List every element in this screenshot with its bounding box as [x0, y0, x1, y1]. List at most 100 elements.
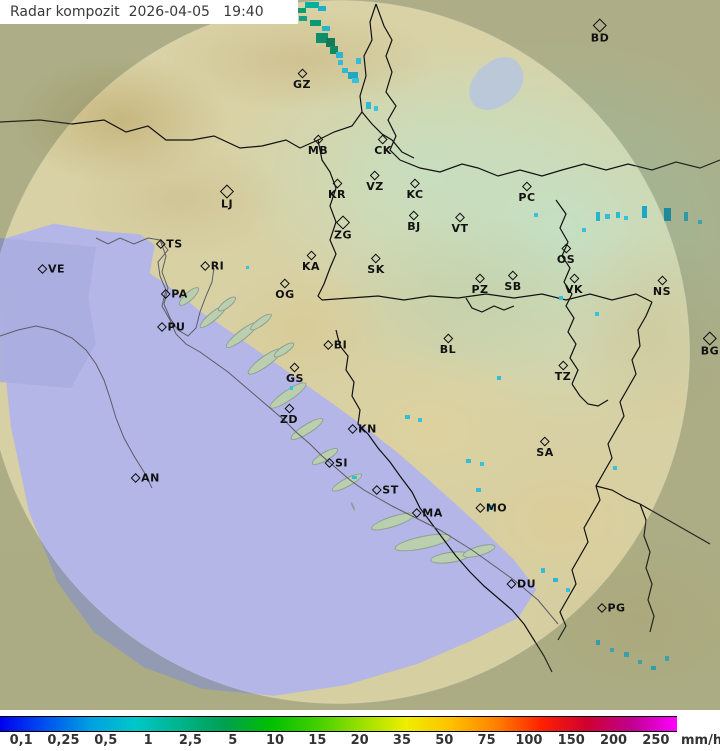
- station-diamond-icon: [284, 403, 294, 414]
- legend-unit-label: mm/h: [681, 733, 720, 748]
- station-diamond-icon: [592, 18, 608, 33]
- city-label: PU: [167, 320, 186, 334]
- station-diamond-icon: [443, 333, 453, 344]
- city-marker-ve: VE: [37, 264, 65, 275]
- station-diamond-icon: [371, 253, 381, 264]
- colorbar-tick: 20: [350, 733, 369, 748]
- city-marker-ts: TS: [155, 237, 183, 251]
- city-label: BI: [333, 338, 348, 352]
- city-marker-mo: MO: [475, 501, 508, 515]
- city-label: KC: [406, 188, 424, 201]
- colorbar-tick: 100: [515, 733, 543, 748]
- city-marker-bl: BL: [440, 333, 456, 355]
- city-marker-sk: SK: [367, 253, 385, 276]
- station-diamond-icon: [657, 275, 667, 286]
- station-diamond-icon: [597, 603, 607, 613]
- colorbar-tick: 35: [392, 733, 412, 748]
- station-diamond-icon: [508, 270, 518, 281]
- station-diamond-icon: [323, 340, 334, 350]
- station-diamond-icon: [702, 331, 718, 346]
- city-label: BG: [700, 344, 720, 358]
- station-diamond-icon: [219, 184, 235, 199]
- city-label: TS: [166, 237, 183, 251]
- city-marker-kr: KR: [328, 178, 346, 201]
- station-diamond-icon: [475, 273, 485, 284]
- title-bar: Radar kompozit 2026-04-05 19:40: [0, 0, 298, 24]
- city-label: TZ: [554, 370, 572, 383]
- city-label: KN: [358, 422, 377, 436]
- colorbar-tick: 0,1: [9, 733, 33, 748]
- colorbar-tick: 0,5: [94, 733, 118, 748]
- city-marker-pg: PG: [597, 601, 626, 615]
- city-label: VT: [451, 222, 469, 235]
- city-marker-si: SI: [324, 456, 349, 470]
- station-diamond-icon: [455, 212, 465, 223]
- city-marker-og: OG: [275, 278, 295, 301]
- colorbar-tick-labels: 0,1 0,25 0,5 1 2,5 5 10 15 20 35 50 75 100 150 200 250: [0, 733, 720, 751]
- station-diamond-icon: [475, 503, 486, 513]
- city-marker-du: DU: [506, 577, 537, 591]
- city-label: PZ: [471, 283, 489, 296]
- city-label: KR: [328, 188, 346, 201]
- city-marker-bg: BG: [700, 331, 720, 358]
- city-label: SI: [334, 456, 349, 470]
- city-label: ZG: [333, 228, 353, 242]
- station-diamond-icon: [335, 215, 351, 230]
- city-label: ZD: [279, 413, 299, 426]
- station-diamond-icon: [561, 243, 571, 254]
- city-label: OG: [275, 288, 295, 301]
- city-marker-gs: GS: [286, 362, 304, 384]
- city-marker-sb: SB: [504, 270, 522, 293]
- rainfall-colorbar: [0, 716, 677, 732]
- city-label: BD: [590, 31, 610, 45]
- colorbar-tick: 50: [435, 733, 454, 748]
- city-label: VK: [564, 283, 584, 296]
- city-marker-an: AN: [130, 473, 160, 484]
- station-diamond-icon: [324, 458, 335, 468]
- city-label: KA: [301, 260, 321, 273]
- city-marker-lj: LJ: [219, 184, 235, 211]
- colorbar-tick: 1: [143, 733, 153, 748]
- city-label: GZ: [292, 78, 312, 91]
- station-diamond-icon: [411, 508, 422, 518]
- city-label: VZ: [366, 180, 384, 193]
- city-marker-vz: VZ: [366, 170, 384, 193]
- city-label: OS: [556, 253, 576, 266]
- station-diamond-icon: [200, 261, 211, 271]
- station-diamond-icon: [371, 485, 382, 495]
- city-label: DU: [516, 577, 537, 591]
- station-diamond-icon: [157, 322, 167, 332]
- city-marker-kc: KC: [406, 178, 424, 201]
- station-diamond-icon: [306, 250, 316, 261]
- city-label: NS: [652, 285, 672, 298]
- city-label: SA: [536, 446, 554, 459]
- city-marker-ma: MA: [411, 508, 442, 519]
- city-label: SB: [504, 280, 522, 293]
- city-label: LJ: [220, 197, 234, 211]
- city-label: PC: [518, 191, 536, 204]
- city-label: RI: [210, 259, 225, 273]
- city-marker-ri: RI: [200, 259, 225, 273]
- station-diamond-icon: [297, 68, 307, 79]
- station-diamond-icon: [378, 134, 388, 145]
- colorbar-tick: 75: [477, 733, 496, 748]
- city-label: PG: [607, 601, 626, 615]
- city-label: MO: [485, 501, 508, 515]
- legend-bar: 0,1 0,25 0,5 1 2,5 5 10 15 20 35 50 75 100 150 200 250 …: [0, 710, 720, 751]
- station-diamond-icon: [160, 289, 171, 299]
- city-label-layer: BD GZ MB CK VZ LJ KR KC PC BJ ZG VT TS OS VE KA SK RI PA OG…: [37, 18, 720, 615]
- city-marker-pa: PA: [160, 289, 188, 300]
- station-diamond-icon: [540, 436, 550, 447]
- city-label: SK: [367, 263, 385, 276]
- radar-map-canvas[interactable]: BD GZ MB CK VZ LJ KR KC PC BJ ZG VT TS OS VE KA SK RI PA OG…: [0, 0, 720, 710]
- station-diamond-icon: [155, 239, 166, 249]
- colorbar-tick: 150: [557, 733, 585, 748]
- station-diamond-icon: [347, 424, 358, 434]
- city-marker-bj: BJ: [407, 210, 420, 232]
- city-marker-st: ST: [371, 485, 398, 496]
- city-marker-tz: TZ: [554, 360, 572, 383]
- station-diamond-icon: [410, 178, 420, 189]
- colorbar-tick: 250: [642, 733, 670, 748]
- city-marker-os: OS: [556, 243, 576, 266]
- colorbar-tick: 0,25: [47, 733, 80, 748]
